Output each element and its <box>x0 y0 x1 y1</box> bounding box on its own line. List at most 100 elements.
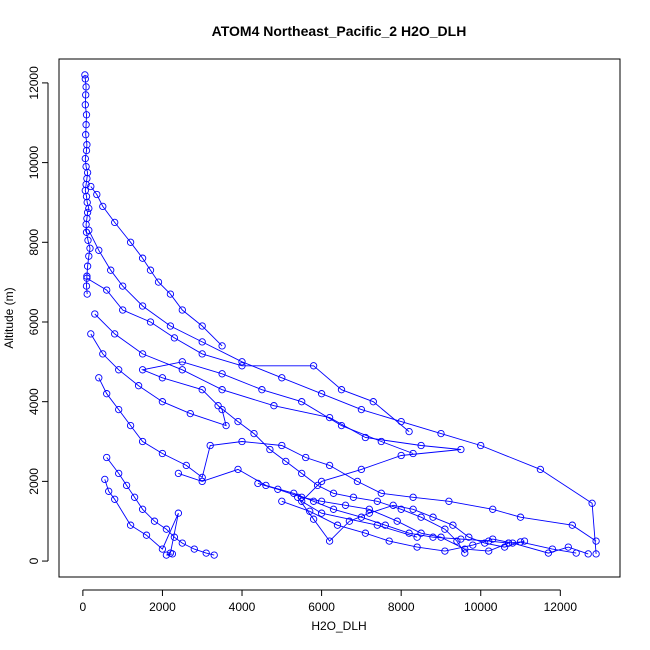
data-point <box>95 374 103 382</box>
series-line <box>90 333 414 454</box>
y-tick-label: 12000 <box>27 66 41 100</box>
data-point <box>206 441 214 450</box>
data-point <box>103 390 111 398</box>
series-line <box>106 457 215 556</box>
data-point <box>154 278 163 286</box>
series-4 <box>83 274 413 436</box>
data-point <box>81 101 89 109</box>
data-point <box>413 543 421 551</box>
y-axis: 0 2000 4000 6000 8000 10000 12000 <box>27 66 49 564</box>
data-point <box>298 398 306 406</box>
data-point <box>409 493 417 501</box>
data-point <box>214 402 222 410</box>
data-point <box>87 330 95 338</box>
data-point <box>111 495 119 503</box>
data-point <box>162 525 171 533</box>
data-point <box>238 358 246 366</box>
data-point <box>353 477 362 486</box>
data-point <box>254 479 262 488</box>
data-point <box>333 521 342 529</box>
series-8 <box>103 453 218 559</box>
y-tick-label: 2000 <box>27 468 41 495</box>
data-point <box>126 521 135 529</box>
data-point <box>82 111 91 119</box>
data-point <box>385 537 393 545</box>
series-9 <box>101 475 183 559</box>
data-point <box>536 465 545 474</box>
data-point <box>82 121 90 129</box>
plot-frame <box>58 58 621 578</box>
series-14 <box>214 402 469 557</box>
series-2 <box>87 182 226 350</box>
data-point <box>168 550 177 558</box>
data-point <box>146 318 155 326</box>
data-point <box>174 469 183 478</box>
data-point <box>218 405 226 414</box>
data-point <box>82 220 90 229</box>
data-point <box>178 539 186 547</box>
data-point <box>83 272 91 280</box>
x-tick-label: 2000 <box>149 600 176 614</box>
data-point <box>262 481 270 490</box>
data-point <box>83 290 91 298</box>
data-point <box>309 497 318 505</box>
data-point <box>178 306 186 314</box>
data-point <box>365 509 373 517</box>
data-point <box>130 493 139 501</box>
data-point <box>234 417 242 426</box>
data-point <box>544 549 553 557</box>
data-point <box>238 437 246 446</box>
data-point <box>82 146 91 155</box>
data-point <box>150 517 159 525</box>
x-tick-label: 6000 <box>308 600 335 614</box>
data-point <box>282 457 290 466</box>
data-point <box>278 441 286 450</box>
data-point <box>238 362 246 370</box>
data-point <box>317 497 326 505</box>
data-point <box>369 398 377 406</box>
data-point <box>119 282 127 290</box>
data-point <box>210 551 218 559</box>
data-point <box>222 421 230 430</box>
data-point <box>250 429 258 438</box>
y-tick-label: 10000 <box>27 146 41 180</box>
series-line <box>98 377 597 542</box>
data-point <box>99 202 107 211</box>
data-point <box>325 537 334 545</box>
data-point <box>469 541 477 549</box>
data-point <box>417 513 425 521</box>
data-point <box>592 537 600 545</box>
data-point <box>489 535 497 543</box>
data-point <box>465 533 473 541</box>
data-point <box>115 366 123 374</box>
data-point <box>477 441 485 450</box>
data-point <box>461 549 469 557</box>
series-line <box>217 405 466 554</box>
data-point <box>166 322 175 330</box>
data-point <box>298 493 306 501</box>
data-point <box>83 274 91 282</box>
data-point <box>126 238 135 246</box>
data-point <box>138 366 147 374</box>
data-point <box>373 497 381 505</box>
data-point <box>218 342 226 350</box>
data-point <box>105 487 113 495</box>
data-point <box>81 75 89 83</box>
data-point <box>417 441 425 450</box>
data-point <box>138 350 147 358</box>
data-point <box>234 465 242 474</box>
data-point <box>317 509 326 517</box>
data-point <box>516 513 525 521</box>
data-point <box>198 477 206 486</box>
data-point <box>298 497 306 505</box>
data-point <box>381 521 389 529</box>
data-point <box>405 427 413 436</box>
data-point <box>588 499 596 507</box>
data-point <box>115 405 123 414</box>
data-point <box>520 537 529 545</box>
data-point <box>309 515 318 523</box>
data-point <box>409 449 417 458</box>
data-point <box>457 535 465 543</box>
data-point <box>202 549 210 557</box>
data-point <box>101 475 109 484</box>
